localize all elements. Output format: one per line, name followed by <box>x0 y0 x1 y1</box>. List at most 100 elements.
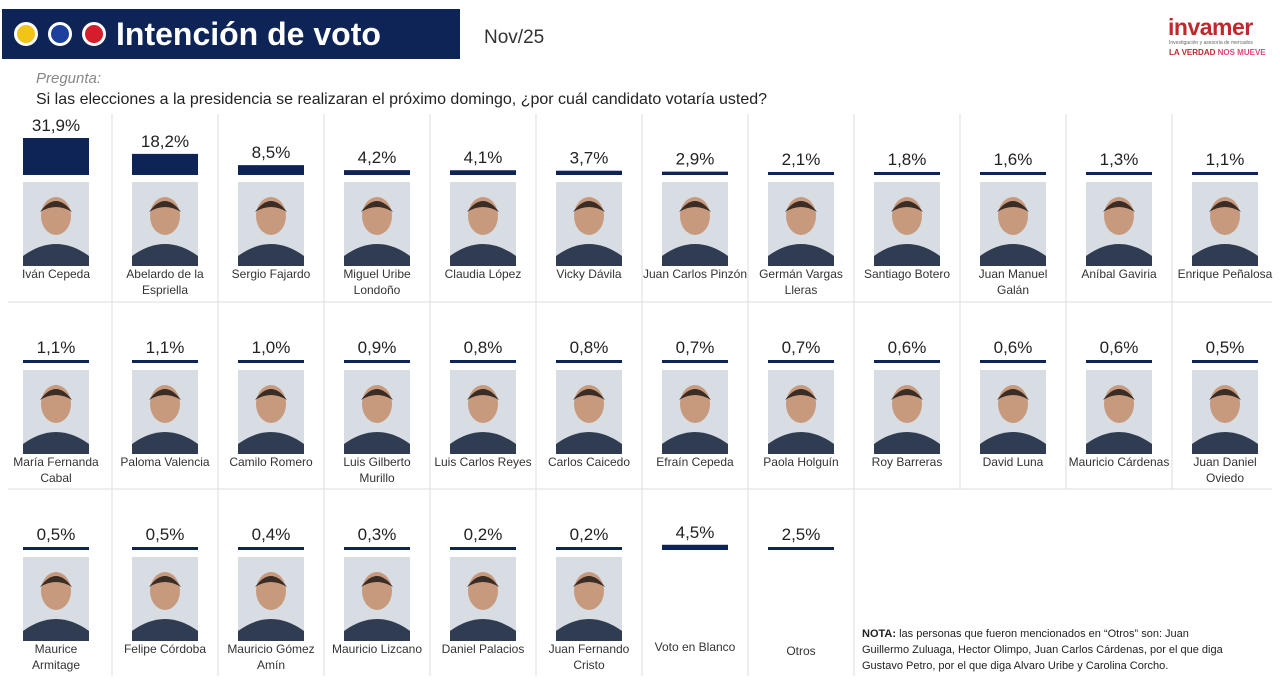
brand-subtitle: Investigación y asesoría de mercados <box>1169 40 1253 46</box>
bar-mauricio-cardenas <box>1086 360 1152 363</box>
value-label-daniel-palacios: 0,2% <box>464 525 503 544</box>
value-label-maria-fernanda-cabal: 1,1% <box>37 338 76 357</box>
photo-ivan-cepeda <box>23 182 89 266</box>
value-label-roy-barreras: 0,6% <box>888 338 927 357</box>
bar-luis-carlos-reyes <box>450 360 516 363</box>
value-label-mauricio-gomez-amin: 0,4% <box>252 525 291 544</box>
bar-anibal-gaviria <box>1086 172 1152 175</box>
value-label-paloma-valencia: 1,1% <box>146 338 185 357</box>
photo-efrain-cepeda <box>662 370 728 454</box>
category-label-otros: Otros <box>786 644 815 658</box>
bar-maria-fernanda-cabal <box>23 360 89 363</box>
bar-efrain-cepeda <box>662 360 728 363</box>
category-label-roy-barreras: Roy Barreras <box>872 455 943 469</box>
bar-juan-carlos-pinzon <box>662 171 728 175</box>
photo-david-luna <box>980 370 1046 454</box>
bar-voto-en-blanco <box>662 544 728 550</box>
yellow-dot-icon <box>14 22 38 46</box>
value-label-juan-daniel-oviedo: 0,5% <box>1206 338 1245 357</box>
bar-daniel-palacios <box>450 547 516 550</box>
category-label-juan-carlos-pinzon: Juan Carlos Pinzón <box>643 267 747 281</box>
photo-mauricio-gomez-amin <box>238 557 304 641</box>
bar-maurice-armitage <box>23 547 89 550</box>
brand-logo: invamer Investigación y asesoría de merc… <box>1160 10 1270 60</box>
category-label-voto-en-blanco: Voto en Blanco <box>655 640 736 654</box>
category-label-juan-manuel-galan: Juan Manuel Galán <box>979 267 1048 297</box>
category-label-carlos-caicedo: Carlos Caicedo <box>548 455 630 469</box>
bar-mauricio-gomez-amin <box>238 547 304 550</box>
bar-luis-gilberto-murillo <box>344 360 410 363</box>
photo-luis-carlos-reyes <box>450 370 516 454</box>
photo-roy-barreras <box>874 370 940 454</box>
photo-camilo-romero <box>238 370 304 454</box>
brand-slogan-main: LA VERDAD <box>1169 48 1216 57</box>
bar-paloma-valencia <box>132 360 198 363</box>
value-label-german-vargas-lleras: 2,1% <box>782 150 821 169</box>
bar-felipe-cordoba <box>132 547 198 550</box>
photo-paola-holguin <box>768 370 834 454</box>
photo-felipe-cordoba <box>132 557 198 641</box>
value-label-camilo-romero: 1,0% <box>252 338 291 357</box>
value-label-luis-gilberto-murillo: 0,9% <box>358 338 397 357</box>
category-label-mauricio-lizcano: Mauricio Lizcano <box>332 642 422 656</box>
category-label-luis-gilberto-murillo: Luis Gilberto Murillo <box>343 455 411 485</box>
bar-camilo-romero <box>238 360 304 363</box>
value-label-otros: 2,5% <box>782 525 821 544</box>
value-label-mauricio-cardenas: 0,6% <box>1100 338 1139 357</box>
note-label: NOTA: <box>862 628 897 640</box>
photo-juan-manuel-galan <box>980 182 1046 266</box>
value-label-anibal-gaviria: 1,3% <box>1100 150 1139 169</box>
value-label-juan-manuel-galan: 1,6% <box>994 150 1033 169</box>
category-label-ivan-cepeda: Iván Cepeda <box>22 267 90 281</box>
value-label-juan-fernando-cristo: 0,2% <box>570 525 609 544</box>
survey-date: Nov/25 <box>484 27 545 48</box>
category-label-miguel-uribe-londono: Miguel Uribe Londoño <box>343 267 411 297</box>
category-label-santiago-botero: Santiago Botero <box>864 267 950 281</box>
photo-mauricio-cardenas <box>1086 370 1152 454</box>
photo-vicky-davila <box>556 182 622 266</box>
category-label-mauricio-gomez-amin: Mauricio Gómez Amín <box>227 642 314 672</box>
brand-slogan-accent: NOS MUEVE <box>1217 48 1266 57</box>
bar-roy-barreras <box>874 360 940 363</box>
bar-paola-holguin <box>768 360 834 363</box>
bar-claudia-lopez <box>450 170 516 175</box>
value-label-efrain-cepeda: 0,7% <box>676 338 715 357</box>
value-label-mauricio-lizcano: 0,3% <box>358 525 397 544</box>
category-label-juan-daniel-oviedo: Juan Daniel Oviedo <box>1193 455 1256 485</box>
photo-santiago-botero <box>874 182 940 266</box>
category-label-luis-carlos-reyes: Luis Carlos Reyes <box>434 455 531 469</box>
red-dot-icon <box>82 22 106 46</box>
category-label-david-luna: David Luna <box>983 455 1044 469</box>
bar-santiago-botero <box>874 172 940 175</box>
value-label-felipe-cordoba: 0,5% <box>146 525 185 544</box>
photo-mauricio-lizcano <box>344 557 410 641</box>
category-label-german-vargas-lleras: Germán Vargas Lleras <box>759 267 843 297</box>
bar-miguel-uribe-londono <box>344 170 410 175</box>
category-label-maurice-armitage: Maurice Armitage <box>32 642 80 672</box>
category-label-abelardo-de-la-espriella: Abelardo de la Espriella <box>126 267 204 297</box>
photo-maurice-armitage <box>23 557 89 641</box>
value-label-enrique-penalosa: 1,1% <box>1206 150 1245 169</box>
value-label-miguel-uribe-londono: 4,2% <box>358 148 397 167</box>
note: NOTA: las personas que fueron mencionado… <box>862 626 1232 674</box>
brand-slogan: LA VERDAD NOS MUEVE <box>1169 48 1266 57</box>
bar-vicky-davila <box>556 170 622 175</box>
value-label-paola-holguin: 0,7% <box>782 338 821 357</box>
category-label-juan-fernando-cristo: Juan Fernando Cristo <box>549 642 630 672</box>
value-label-luis-carlos-reyes: 0,8% <box>464 338 503 357</box>
value-label-santiago-botero: 1,8% <box>888 150 927 169</box>
photo-claudia-lopez <box>450 182 516 266</box>
photo-sergio-fajardo <box>238 182 304 266</box>
bar-otros <box>768 547 834 550</box>
category-label-maria-fernanda-cabal: María Fernanda Cabal <box>13 455 99 485</box>
category-label-felipe-cordoba: Felipe Córdoba <box>124 642 206 656</box>
bar-juan-manuel-galan <box>980 172 1046 175</box>
bar-carlos-caicedo <box>556 360 622 363</box>
category-label-mauricio-cardenas: Mauricio Cárdenas <box>1069 455 1170 469</box>
title-bar: Intención de voto <box>2 9 460 59</box>
bar-juan-fernando-cristo <box>556 547 622 550</box>
bar-enrique-penalosa <box>1192 172 1258 175</box>
question-label: Pregunta: <box>36 70 102 87</box>
bar-mauricio-lizcano <box>344 547 410 550</box>
